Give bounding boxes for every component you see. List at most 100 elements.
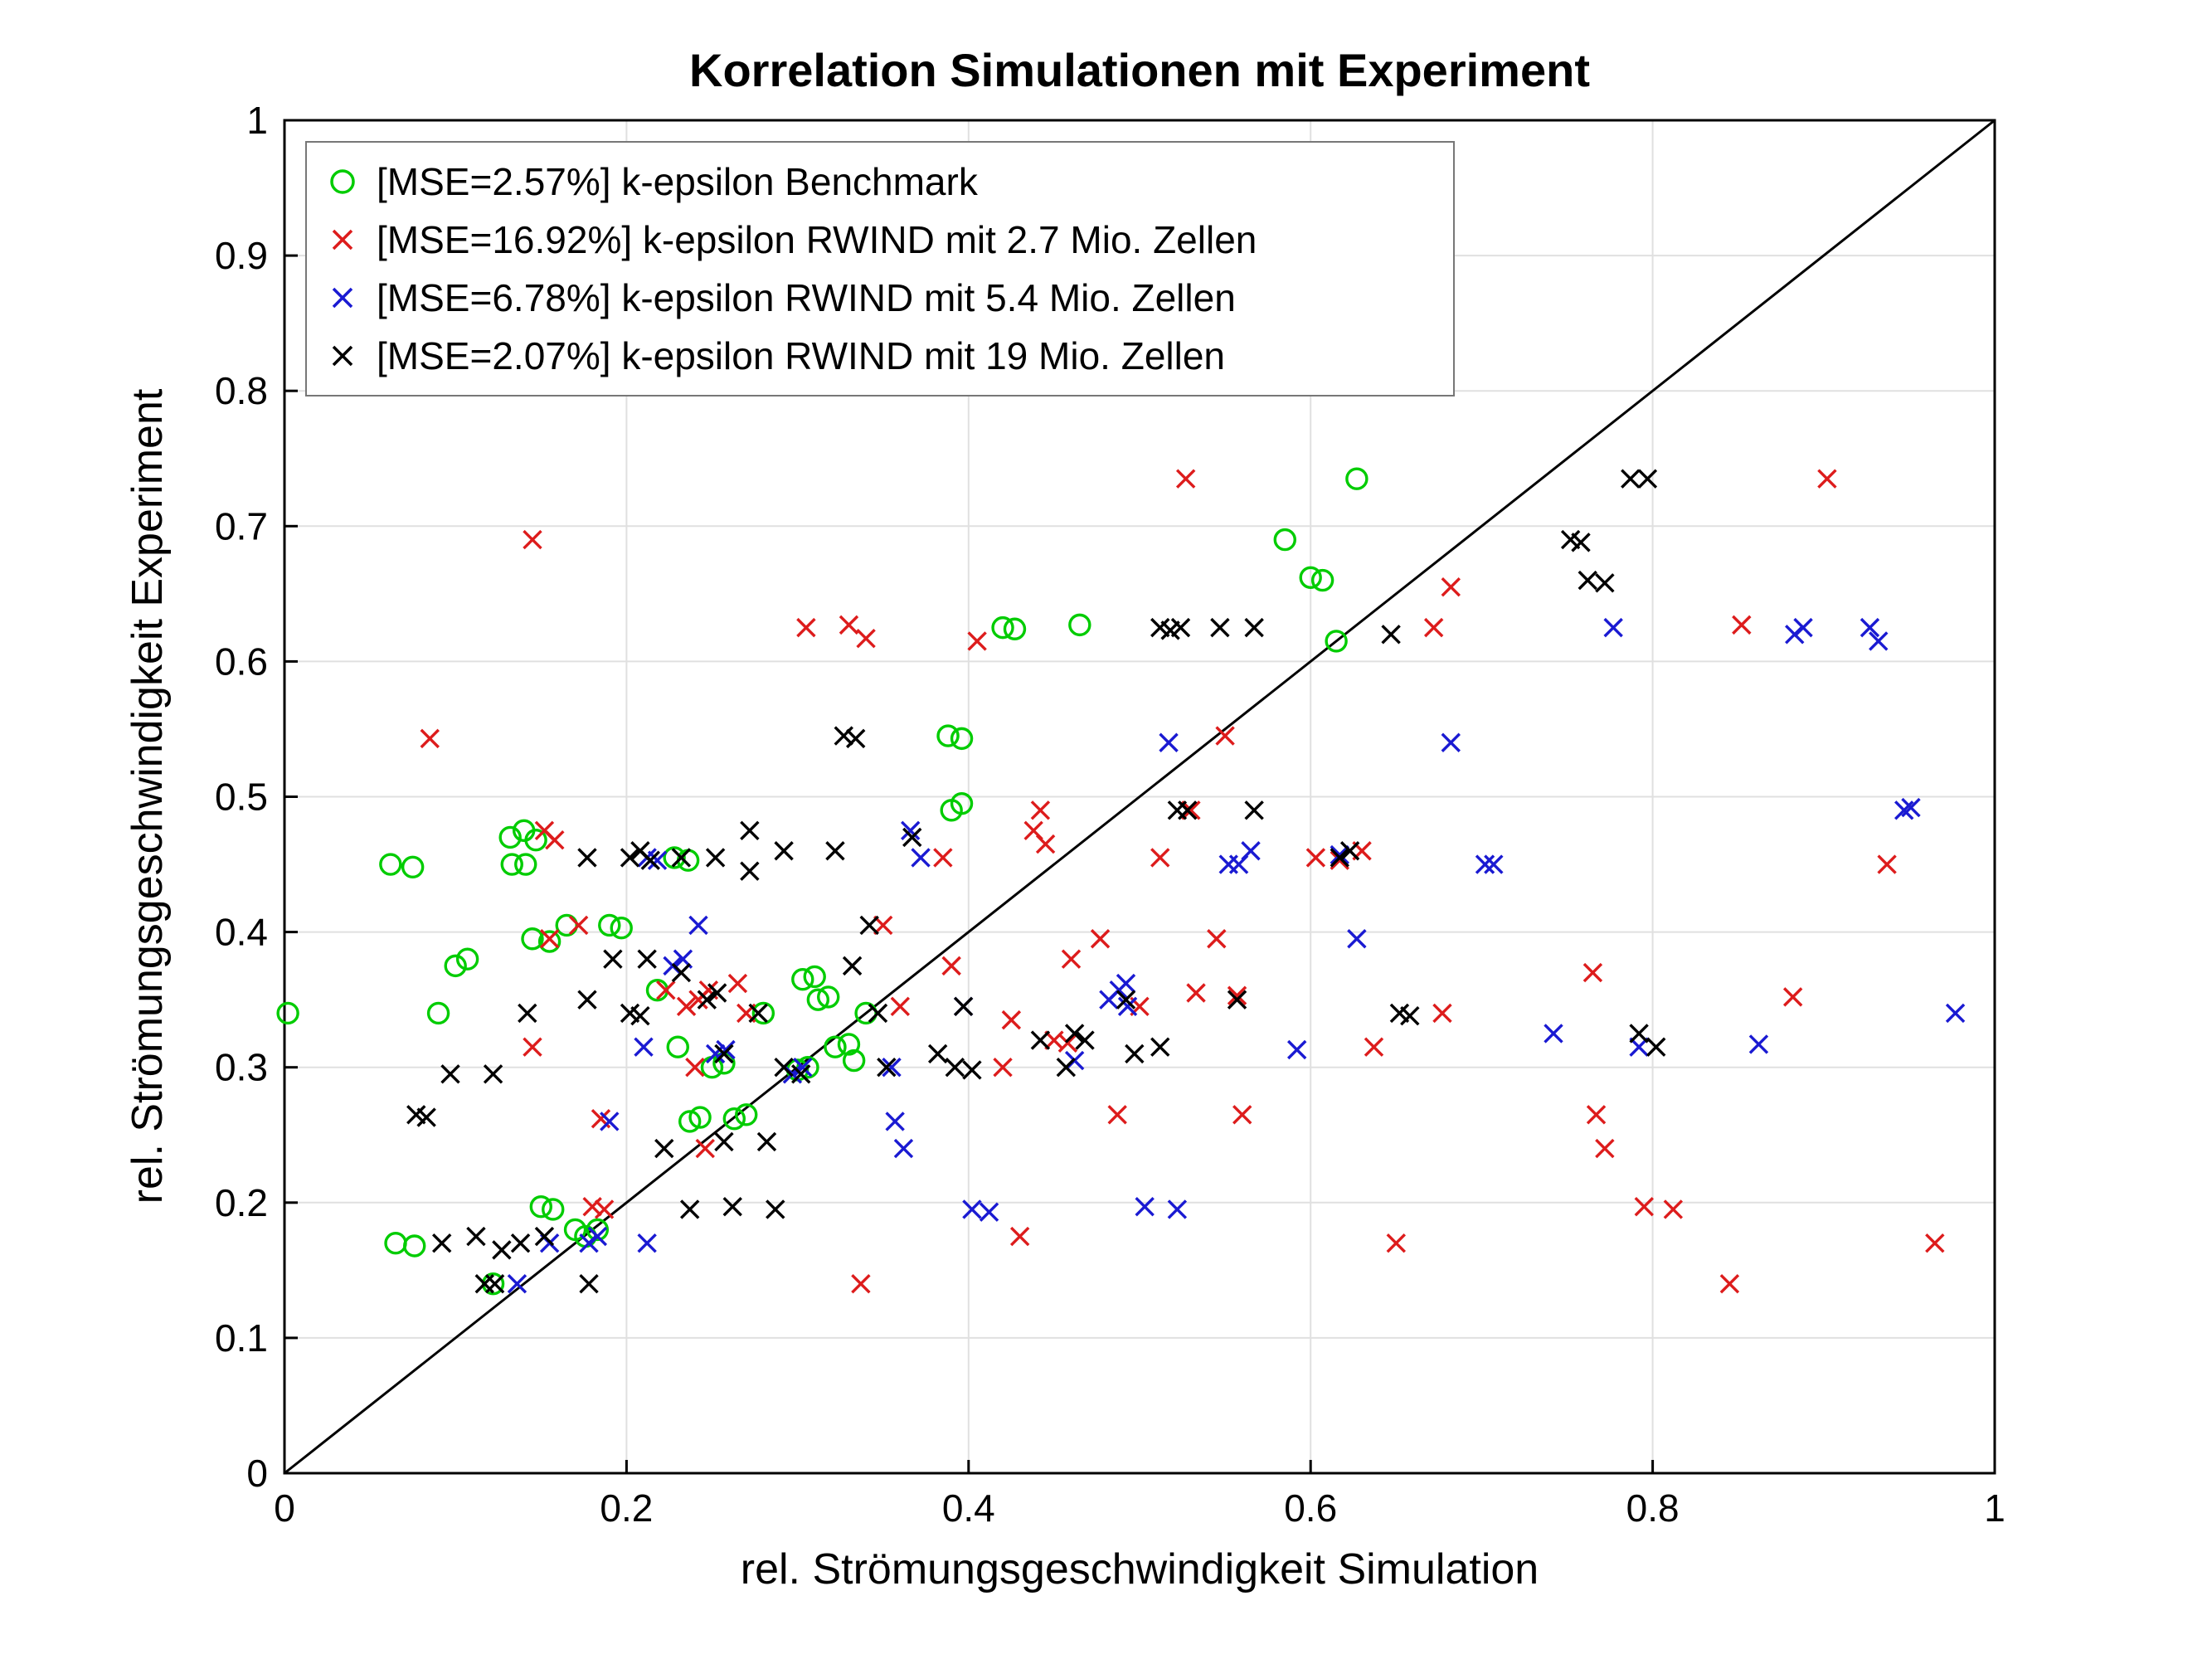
data-point-x [534,1226,555,1247]
data-point-circle [936,724,960,747]
y-tick-label: 0.6 [215,640,268,683]
data-point-circle [276,1001,299,1025]
data-point-x [774,1057,794,1078]
y-tick-label: 0.7 [215,504,268,547]
data-point-x [1817,469,1837,489]
data-point-x [727,973,748,994]
data-point-x [523,529,542,550]
data-point-x [902,827,922,848]
data-point-x [1167,1199,1188,1219]
data-point-x [890,996,911,1017]
data-point-circle [598,913,621,937]
data-point-x [953,996,974,1017]
data-point-x [637,949,657,969]
data-point-x [697,990,717,1010]
data-point-x [1582,962,1603,983]
x-tick-label: 0.6 [1284,1486,1337,1530]
data-point-x [1347,929,1367,949]
data-point-x [740,861,760,881]
data-point-circle [426,1001,450,1025]
data-point-x [1175,469,1196,489]
data-point-x [1305,848,1326,868]
data-point-x [722,1196,742,1217]
data-point-x [483,1064,503,1084]
data-point-circle [950,727,974,751]
data-point-circle [663,846,686,869]
data-point-x [1595,573,1615,593]
data-point-circle [500,853,523,876]
data-point-circle [1068,613,1091,637]
data-point-circle [1299,566,1322,589]
legend-item: [MSE=16.92%] k-epsilon RWIND mit 2.7 Mio… [318,211,1440,269]
data-point-circle [1345,467,1369,490]
data-point-circle [521,927,544,951]
data-point-circle [837,1033,861,1056]
data-point-x [1001,1010,1022,1030]
legend: [MSE=2.57%] k-epsilon Benchmark [MSE=16.9… [305,141,1455,397]
y-tick-label: 0 [246,1452,268,1495]
data-point-x [545,830,565,850]
data-point-x [582,1196,602,1217]
data-point-x [911,848,931,868]
x-tick-label: 0.4 [942,1486,995,1530]
legend-x-marker-icon [332,287,353,309]
data-point-x [539,929,560,949]
data-point-circle [803,965,826,989]
data-point-x [1056,1057,1077,1078]
x-tick-label: 1 [1984,1486,2005,1530]
data-point-circle [817,985,840,1009]
data-point-x [1793,617,1813,638]
data-point-x [1232,1105,1252,1125]
data-point-circle [1325,630,1348,653]
data-point-x [885,1112,905,1131]
data-point-x [1064,1024,1085,1044]
data-point-x [1125,1044,1145,1064]
data-point-circle [498,825,522,849]
data-point-x [1441,732,1461,752]
data-point-circle [401,855,425,879]
data-point-x [941,956,961,976]
data-point-x [484,1273,505,1294]
x-tick-label: 0.8 [1626,1486,1680,1530]
data-point-x [679,1199,700,1219]
data-point-x [420,728,440,749]
data-point-circle [824,1035,847,1058]
data-point-x [1150,848,1170,868]
data-point-x [416,1107,436,1127]
data-point-x [979,1202,999,1222]
y-tick-label: 0.2 [215,1181,268,1224]
data-point-x [740,820,760,840]
data-point-x [967,631,987,651]
data-point-x [716,1039,736,1060]
data-point-x [1901,797,1921,818]
data-point-x [577,848,597,868]
data-point-x [600,1112,620,1131]
data-point-x [1150,1037,1170,1057]
y-tick-label: 0.4 [215,911,268,954]
data-point-x [671,962,692,983]
data-point-x [579,1273,599,1294]
data-point-x [671,848,692,868]
data-point-x [1400,1006,1420,1026]
data-point-x [656,980,676,1000]
data-point-x [577,990,597,1010]
data-point-x [1178,800,1198,820]
data-point-x [1009,1226,1030,1247]
legend-item: [MSE=2.57%] k-epsilon Benchmark [318,153,1440,211]
data-point-x [695,1138,715,1159]
data-point-x [1748,1034,1769,1054]
data-point-x [1227,985,1247,1005]
data-point-x [587,1226,608,1247]
data-point-x [1782,987,1803,1007]
data-point-x [1925,1233,1945,1253]
data-point-x [1603,617,1623,638]
data-point-x [1945,1003,1966,1024]
identity-line [284,119,1996,1475]
y-tick-label: 1 [246,99,268,142]
data-point-x [1210,617,1230,638]
data-point-x [1441,577,1461,597]
data-point-circle [537,930,562,953]
data-point-x [630,1006,650,1026]
data-point-circle [524,828,547,852]
data-point-x [774,841,794,861]
